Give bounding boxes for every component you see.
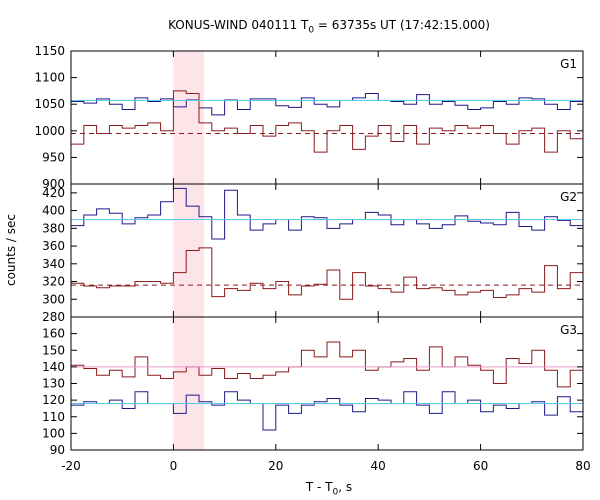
ytick-label-G1-1150: 1150 [34, 44, 65, 58]
ytick-label-G2-380: 380 [42, 221, 65, 235]
panel-label-G2: G2 [560, 190, 577, 204]
ytick-label-G2-320: 320 [42, 275, 65, 289]
xlabel-rest: , s [338, 480, 353, 494]
xtick-label-40: 40 [371, 459, 386, 473]
ytick-label-G1-900: 900 [42, 177, 65, 191]
ytick-label-G1-1050: 1050 [34, 97, 65, 111]
chart-title: KONUS-WIND 040111 T0 = 63735s UT (17:42:… [0, 18, 600, 35]
xtick-label-80: 80 [575, 459, 590, 473]
panel-label-G1: G1 [560, 57, 577, 71]
title-main: KONUS-WIND 040111 T [168, 18, 309, 32]
ytick-label-G3-130: 130 [42, 377, 65, 391]
ytick-label-G3-100: 100 [42, 426, 65, 440]
ytick-label-G2-340: 340 [42, 257, 65, 271]
xlabel-main: T - T [305, 480, 333, 494]
xtick-label--20: -20 [61, 459, 81, 473]
ytick-label-G2-360: 360 [42, 239, 65, 253]
ytick-label-G3-150: 150 [42, 343, 65, 357]
x-axis-label: T - T0, s [0, 480, 600, 497]
ytick-label-G3-90: 90 [50, 443, 65, 457]
highlight-band-G1 [173, 51, 205, 184]
ytick-label-G2-280: 280 [42, 310, 65, 324]
panel-frame-G1 [70, 50, 584, 185]
ytick-label-G1-1100: 1100 [34, 71, 65, 85]
series-step-G2-blue [71, 187, 583, 240]
series-step-G2-red [71, 247, 583, 300]
title-rest: = 63735s UT (17:42:15.000) [314, 18, 490, 32]
ytick-label-G2-420: 420 [42, 186, 65, 200]
ytick-label-G2-400: 400 [42, 204, 65, 218]
xtick-label-60: 60 [473, 459, 488, 473]
series-step-G3-red [71, 341, 583, 388]
ytick-label-G1-950: 950 [42, 150, 65, 164]
ytick-label-G3-140: 140 [42, 360, 65, 374]
ytick-label-G3-120: 120 [42, 393, 65, 407]
ytick-label-G2-300: 300 [42, 292, 65, 306]
ytick-label-G1-1000: 1000 [34, 124, 65, 138]
xlabel-subscript: 0 [332, 487, 339, 498]
title-subscript: 0 [308, 25, 315, 36]
xtick-label-0: 0 [170, 459, 178, 473]
highlight-band-G3 [173, 317, 205, 450]
series-step-G3-blue [71, 391, 583, 431]
series-step-G1-blue [71, 93, 583, 116]
ytick-label-G3-110: 110 [42, 410, 65, 424]
panel-label-G3: G3 [560, 323, 577, 337]
ytick-label-G3-160: 160 [42, 327, 65, 341]
xtick-label-20: 20 [268, 459, 283, 473]
series-step-G1-red [71, 90, 583, 153]
